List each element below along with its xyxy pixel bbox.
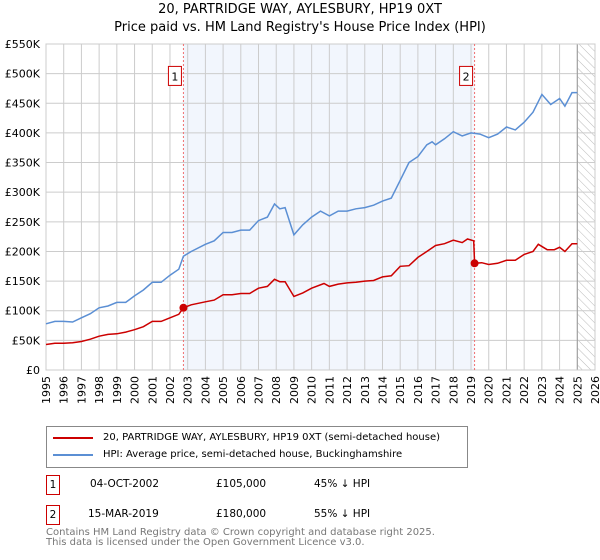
x-tick-label: 2023 (536, 376, 549, 404)
x-tick-label: 1996 (58, 376, 71, 404)
x-tick-label: 2015 (394, 376, 407, 404)
x-tick-label: 1999 (111, 376, 124, 404)
transaction-price: £180,000 (216, 508, 267, 520)
price-chart: 1995 1996 1997 1998 1999 2000 2001 2002 2003 2004… (5, 38, 600, 404)
x-tick-label: 2007 (253, 376, 266, 404)
x-tick-label: 2000 (129, 376, 142, 404)
x-tick-label: 2001 (146, 376, 159, 404)
x-tick-label: 2010 (306, 376, 319, 404)
x-tick-label: 2009 (288, 376, 301, 404)
x-tick-label: 2006 (235, 376, 248, 404)
transaction-hpi-diff: 45% ↓ HPI (314, 478, 371, 490)
x-tick-label: 2017 (430, 376, 443, 404)
x-tick-label: 2025 (571, 376, 584, 404)
x-tick-label: 2013 (359, 376, 372, 404)
y-tick-label: £350K (5, 157, 41, 170)
legend-label: HPI: Average price, semi-detached house,… (103, 449, 403, 460)
chart-title: 20, PARTRIDGE WAY, AYLESBURY, HP19 0XT (158, 2, 442, 17)
plot-border (45, 43, 596, 371)
x-tick-label: 2022 (518, 376, 531, 404)
footer-copyright: Contains HM Land Registry data © Crown c… (46, 527, 435, 538)
x-tick-label: 1997 (75, 376, 88, 404)
annotation-box (167, 65, 182, 86)
y-tick-label: £50K (12, 334, 41, 347)
y-tick-label: £450K (5, 97, 41, 110)
annotation-box (459, 65, 474, 86)
transaction-date: 15-MAR-2019 (88, 508, 159, 520)
legend: 20, PARTRIDGE WAY, AYLESBURY, HP19 0XT (… (46, 426, 468, 468)
x-tick-label: 2003 (182, 376, 195, 404)
x-tick-label: 2008 (270, 376, 283, 404)
x-tick-label: 1995 (40, 376, 53, 404)
y-tick-label: £200K (5, 245, 41, 258)
chart-subtitle: Price paid vs. HM Land Registry's House … (114, 20, 486, 35)
y-tick-label: £150K (5, 275, 41, 288)
y-tick-label: £550K (5, 38, 41, 51)
y-tick-label: £300K (5, 186, 41, 199)
legend-swatch-red (53, 436, 93, 439)
annotation-label: 2 (463, 70, 470, 83)
x-tick-label: 2012 (341, 376, 354, 404)
legend-item-hpi: HPI: Average price, semi-detached house,… (53, 449, 402, 460)
x-tick-label: 2026 (589, 376, 600, 404)
transaction-row: 1 04-OCT-2002 £105,000 45% ↓ HPI (46, 475, 446, 495)
x-tick-label: 2005 (217, 376, 230, 404)
annotation-label: 1 (171, 70, 178, 83)
y-tick-label: £250K (5, 216, 41, 229)
x-tick-label: 1998 (93, 376, 106, 404)
x-tick-label: 2018 (447, 376, 460, 404)
x-tick-label: 2011 (323, 376, 336, 404)
x-tick-label: 2002 (164, 376, 177, 404)
footer: Contains HM Land Registry data © Crown c… (46, 528, 435, 548)
footer-licence: This data is licensed under the Open Gov… (46, 537, 365, 548)
transaction-badge: 2 (46, 505, 60, 525)
transaction-row: 2 15-MAR-2019 £180,000 55% ↓ HPI (46, 505, 446, 525)
x-tick-label: 2016 (412, 376, 425, 404)
transaction-hpi-diff: 55% ↓ HPI (314, 508, 371, 520)
x-tick-label: 2020 (483, 376, 496, 404)
y-tick-label: £400K (5, 127, 41, 140)
y-tick-label: £100K (5, 305, 41, 318)
forecast-hatch (577, 44, 595, 370)
sale-point (179, 303, 188, 312)
y-tick-label: £0 (26, 364, 40, 377)
hpi-line (45, 91, 578, 325)
y-tick-label: £500K (5, 68, 41, 81)
x-tick-label: 2019 (465, 376, 478, 404)
property-price-line (45, 238, 578, 346)
x-tick-label: 2004 (199, 376, 212, 404)
x-tick-label: 2024 (554, 376, 567, 404)
legend-item-property: 20, PARTRIDGE WAY, AYLESBURY, HP19 0XT (… (53, 432, 440, 443)
transaction-price: £105,000 (216, 478, 267, 490)
legend-swatch-blue (53, 453, 93, 456)
transaction-badge: 1 (46, 475, 60, 495)
sale-point (470, 259, 479, 268)
transaction-date: 04-OCT-2002 (90, 478, 159, 490)
x-tick-label: 2014 (376, 376, 389, 404)
legend-label: 20, PARTRIDGE WAY, AYLESBURY, HP19 0XT (… (103, 432, 441, 443)
x-tick-label: 2021 (500, 376, 513, 404)
